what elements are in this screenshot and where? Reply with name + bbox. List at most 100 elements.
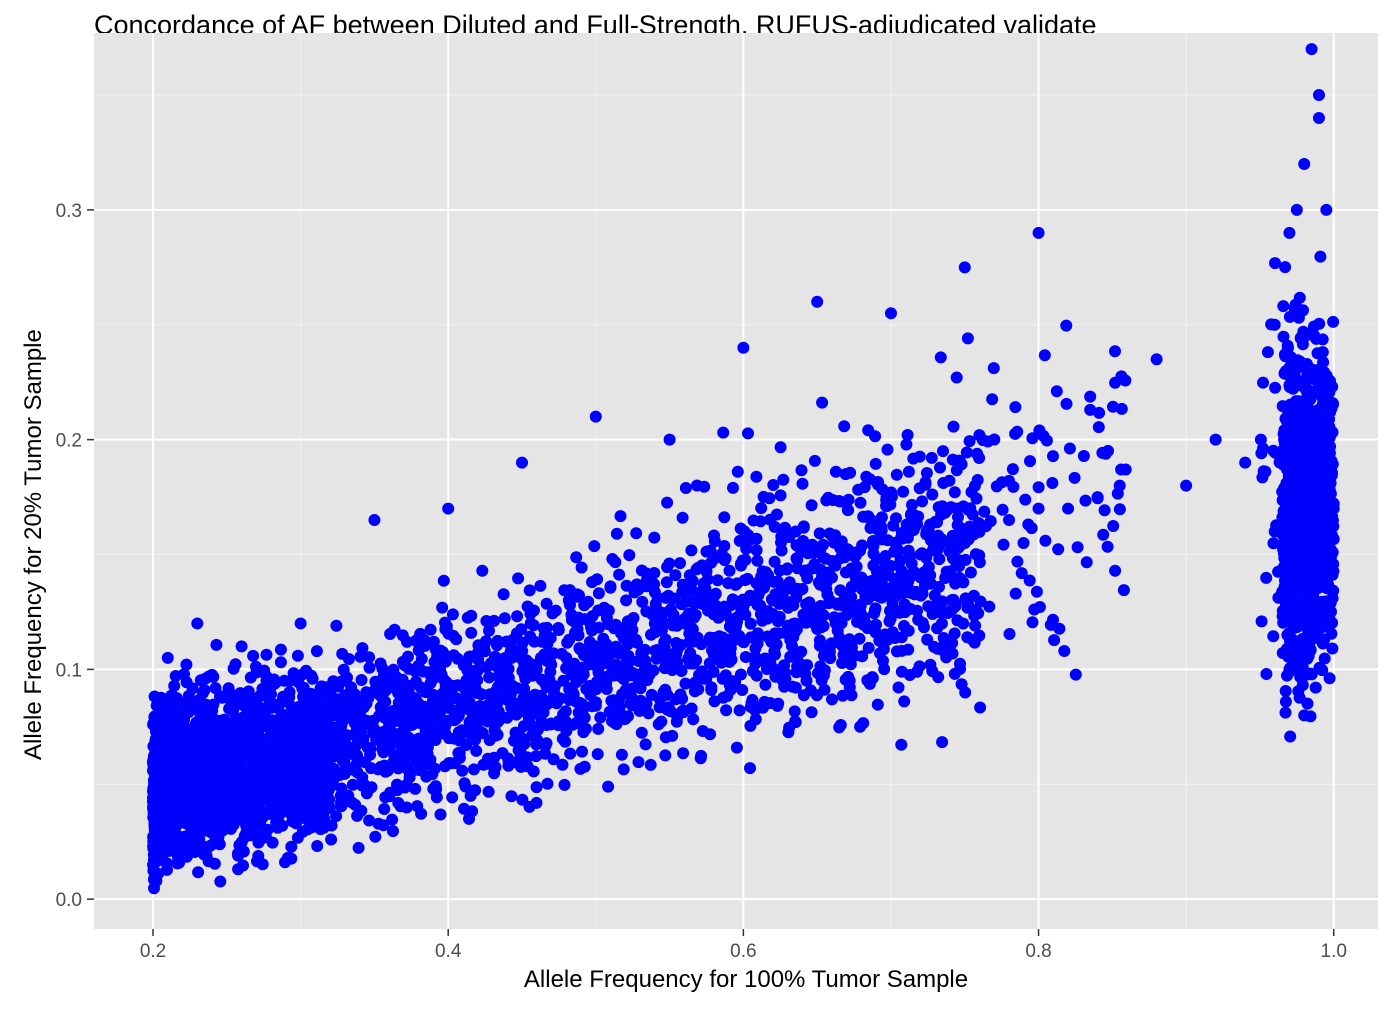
data-point (791, 660, 804, 673)
data-point (569, 661, 581, 674)
data-point (234, 840, 247, 853)
data-point (669, 569, 682, 582)
data-point (650, 652, 663, 665)
data-point (750, 470, 763, 483)
data-point (1305, 43, 1318, 56)
data-point (659, 749, 672, 762)
data-point (1282, 650, 1295, 663)
data-point (772, 697, 785, 710)
data-point (516, 456, 528, 469)
data-point (775, 530, 788, 543)
data-point (368, 514, 381, 527)
data-point (235, 640, 248, 653)
data-point (1257, 376, 1269, 389)
data-point (932, 671, 945, 684)
data-point (986, 393, 999, 406)
data-point (423, 730, 436, 743)
data-point (1311, 470, 1324, 483)
data-point (867, 535, 879, 547)
data-point (727, 481, 739, 494)
data-point (950, 371, 963, 384)
data-point (940, 565, 953, 578)
data-point (713, 648, 726, 661)
data-point (824, 652, 837, 665)
data-point (148, 690, 161, 703)
data-point (788, 705, 801, 718)
data-point (582, 658, 595, 671)
data-point (363, 651, 376, 664)
data-point (442, 714, 455, 727)
data-point (452, 747, 465, 759)
data-point (828, 611, 841, 624)
data-point (818, 577, 831, 590)
data-point (757, 571, 770, 584)
data-point (1119, 374, 1132, 387)
data-point (294, 755, 307, 768)
data-point (174, 737, 187, 750)
data-point (274, 643, 287, 656)
data-point (1324, 460, 1337, 473)
data-point (1307, 444, 1320, 456)
data-point (323, 793, 336, 806)
data-point (434, 808, 447, 821)
data-point (469, 784, 482, 797)
data-point (813, 527, 826, 540)
data-point (875, 520, 888, 533)
data-point (853, 632, 866, 645)
data-point (1287, 472, 1300, 485)
data-point (937, 477, 950, 489)
data-point (1283, 603, 1296, 616)
data-point (648, 531, 661, 544)
data-point (1050, 385, 1063, 398)
data-point (701, 573, 714, 586)
data-point (947, 593, 960, 606)
data-point (1303, 415, 1316, 427)
data-point (613, 568, 626, 581)
data-point (575, 561, 588, 574)
data-point (723, 655, 736, 668)
data-point (505, 701, 518, 714)
data-point (172, 763, 185, 776)
data-point (811, 295, 824, 308)
data-point (345, 796, 358, 809)
data-point (995, 476, 1008, 489)
data-point (1048, 634, 1061, 647)
data-point (826, 693, 838, 706)
data-point (549, 604, 562, 617)
data-point (572, 611, 585, 624)
data-point (389, 751, 402, 764)
data-point (411, 800, 424, 813)
data-point (1062, 502, 1075, 515)
data-point (630, 527, 643, 540)
data-point (151, 741, 164, 754)
data-point (1284, 730, 1297, 743)
data-point (180, 722, 192, 735)
data-point (1096, 446, 1109, 459)
data-point (254, 689, 266, 702)
data-point (436, 601, 449, 614)
data-point (862, 641, 875, 654)
data-point (1276, 400, 1289, 413)
data-point (697, 589, 710, 601)
data-point (880, 491, 893, 504)
data-point (663, 557, 676, 570)
data-point (1025, 522, 1038, 535)
data-point (1257, 465, 1270, 478)
data-point (1298, 330, 1311, 343)
data-point (1283, 379, 1296, 392)
data-point (760, 663, 773, 675)
data-point (1077, 450, 1090, 462)
data-point (257, 703, 270, 716)
data-point (963, 435, 976, 448)
data-point (1180, 479, 1193, 492)
data-point (488, 767, 501, 780)
data-point (1254, 433, 1267, 446)
data-point (822, 491, 835, 504)
data-point (1009, 401, 1022, 414)
data-point (996, 503, 1009, 516)
data-point (755, 502, 768, 515)
x-axis-label: Allele Frequency for 100% Tumor Sample (523, 966, 969, 993)
data-point (365, 762, 378, 775)
data-point (250, 783, 263, 796)
data-point (1285, 632, 1298, 645)
